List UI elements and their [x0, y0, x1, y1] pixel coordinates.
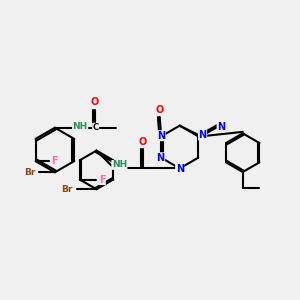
Text: N: N: [176, 164, 184, 174]
Text: O: O: [156, 105, 164, 115]
Text: N: N: [157, 131, 165, 141]
Text: N: N: [157, 153, 165, 163]
Text: Br: Br: [61, 185, 73, 194]
Text: N: N: [199, 130, 207, 140]
Text: F: F: [99, 175, 105, 184]
Text: NH: NH: [112, 160, 127, 169]
Text: F: F: [52, 156, 58, 166]
Text: O: O: [138, 137, 147, 147]
Text: Br: Br: [24, 168, 35, 177]
Text: O: O: [91, 98, 99, 107]
Text: NH: NH: [73, 122, 88, 131]
Text: N: N: [217, 122, 225, 132]
Text: C: C: [92, 123, 99, 132]
